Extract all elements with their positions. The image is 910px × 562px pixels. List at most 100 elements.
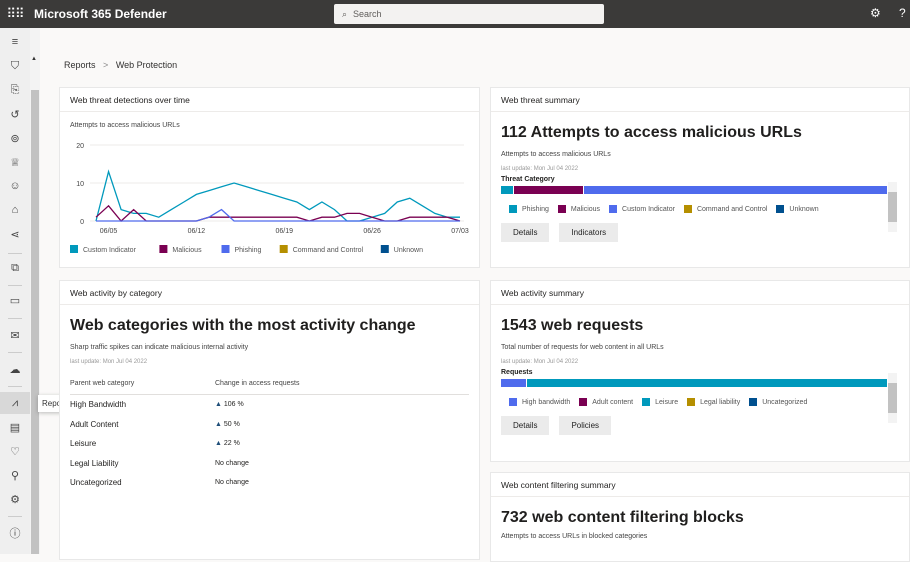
- policies-button[interactable]: Policies: [559, 416, 612, 435]
- sidebar-divider: [8, 516, 22, 517]
- audit-icon[interactable]: ▤: [9, 421, 21, 434]
- y-tick-label: 0: [80, 219, 84, 226]
- permissions-icon[interactable]: ⚲: [10, 469, 20, 482]
- table-row[interactable]: Adult Content ▲ 50 %: [70, 415, 469, 435]
- series-line-custom-indicator: [95, 169, 460, 222]
- threat-stacked-bar: [501, 186, 887, 194]
- table-row[interactable]: Uncategorized No change: [70, 473, 469, 493]
- hunting-icon[interactable]: ⎘: [10, 83, 20, 96]
- settings-icon[interactable]: ⚙: [10, 493, 20, 506]
- card-title: Web threat detections over time: [60, 88, 479, 112]
- series-line-phishing: [96, 208, 460, 222]
- legend-swatch: [159, 245, 168, 253]
- action-center-icon[interactable]: ↺: [10, 108, 20, 121]
- bar-segment-high-bandwidth[interactable]: [501, 379, 527, 387]
- legend-label: Unknown: [789, 205, 819, 213]
- x-tick-label: 07/03: [451, 228, 469, 235]
- legend-swatch: [70, 245, 78, 253]
- legend-label: Unknown: [394, 247, 423, 254]
- gear-icon[interactable]: ⚙: [870, 6, 881, 20]
- legend-item[interactable]: Custom Indicator: [609, 205, 675, 213]
- sidebar-divider: [8, 386, 22, 387]
- legend-swatch: [557, 205, 566, 213]
- bar-label: Requests: [501, 369, 533, 376]
- incidents-shield-icon[interactable]: ⛉: [10, 59, 20, 72]
- x-tick-label: 06/19: [276, 228, 294, 235]
- search-input[interactable]: ⌕ Search: [334, 4, 604, 24]
- legend-item[interactable]: Uncategorized: [749, 398, 807, 406]
- change-value: ▲ 50 %: [215, 420, 240, 428]
- bar-segment-phishing[interactable]: [501, 186, 513, 194]
- indicators-button[interactable]: Indicators: [559, 223, 619, 242]
- legend-item[interactable]: Legal liability: [687, 398, 740, 406]
- change-value: No change: [215, 479, 249, 487]
- y-tick-label: 10: [76, 181, 84, 188]
- bar-segment-leisure[interactable]: [527, 379, 887, 387]
- secure-score-icon[interactable]: ♕: [10, 156, 20, 169]
- legend-swatch: [221, 245, 230, 253]
- legend-item[interactable]: Adult content: [579, 398, 633, 406]
- legend-item[interactable]: Command and Control: [683, 205, 767, 213]
- legend-swatch: [609, 205, 618, 213]
- filtering-headline: 732 web content filtering blocks: [501, 509, 744, 526]
- table-row[interactable]: Legal Liability No change: [70, 454, 469, 474]
- table-header: Parent web category Change in access req…: [70, 373, 469, 395]
- legend-label: Custom Indicator: [83, 247, 137, 254]
- activity-subtitle: Total number of requests for web content…: [501, 344, 664, 351]
- legend-item[interactable]: Phishing: [509, 205, 549, 213]
- legend-item[interactable]: High bandwidth: [509, 398, 570, 406]
- learning-hub-icon[interactable]: ☺: [9, 180, 21, 192]
- waffle-icon[interactable]: ⠿⠿: [6, 6, 24, 21]
- card-title: Web threat summary: [491, 88, 909, 112]
- cloud-apps-icon[interactable]: ☁: [9, 363, 21, 376]
- legend-swatch: [509, 398, 517, 406]
- endpoints-icon[interactable]: ▭: [9, 294, 21, 307]
- activity-legend: High bandwidth Adult content Leisure Legal …: [509, 398, 909, 406]
- table-row[interactable]: High Bandwidth ▲ 106 %: [70, 395, 469, 415]
- category-name: Uncategorized: [70, 478, 122, 488]
- help-icon[interactable]: ?: [899, 6, 906, 20]
- legend-swatch: [683, 205, 692, 213]
- category-name: Leisure: [70, 439, 97, 449]
- category-headline: Web categories with the most activity ch…: [70, 317, 416, 334]
- bar-segment-custom-indicator[interactable]: [583, 186, 887, 194]
- legend-scrollbar[interactable]: [888, 182, 897, 232]
- breadcrumb-reports[interactable]: Reports: [64, 60, 96, 70]
- legend-item[interactable]: Malicious: [557, 205, 600, 213]
- category-name: High Bandwidth: [70, 400, 127, 410]
- page-scrollbar[interactable]: ▲: [30, 28, 40, 554]
- partner-icon[interactable]: ⋖: [10, 228, 20, 241]
- x-tick-label: 06/05: [100, 228, 118, 235]
- legend-swatch: [687, 398, 696, 406]
- last-update: last update: Mon Jul 04 2022: [70, 359, 148, 365]
- legend-label: Command and Control: [293, 247, 364, 254]
- column-header: Change in access requests: [215, 380, 300, 387]
- email-icon[interactable]: ✉: [10, 329, 20, 342]
- legend-item[interactable]: Unknown: [776, 205, 819, 213]
- category-name: Legal Liability: [70, 458, 119, 468]
- card-title: Web content filtering summary: [491, 473, 909, 497]
- legend-swatch: [642, 398, 651, 406]
- card-title: Web activity by category: [60, 281, 479, 305]
- menu-icon[interactable]: ≡: [11, 36, 19, 48]
- top-bar: ⠿⠿ Microsoft 365 Defender ⌕ Search ⚙ ?: [0, 0, 910, 28]
- details-button[interactable]: Details: [501, 223, 550, 242]
- assets-icon[interactable]: ⧉: [11, 261, 19, 274]
- threat-headline: 112 Attempts to access malicious URLs: [501, 124, 802, 141]
- legend-label: Phishing: [235, 247, 262, 254]
- trials-icon[interactable]: ⌂: [11, 204, 19, 216]
- health-icon[interactable]: ♡: [10, 445, 20, 458]
- table-row[interactable]: Leisure ▲ 22 %: [70, 434, 469, 454]
- legend-scrollbar[interactable]: [888, 373, 897, 423]
- reports-icon[interactable]: ⩘: [0, 392, 30, 414]
- arrow-up-icon: ▲: [215, 401, 224, 409]
- bar-segment-malicious[interactable]: [513, 186, 583, 194]
- info-icon[interactable]: ⓘ: [9, 528, 21, 540]
- threat-summary-card: Web threat summary 112 Attempts to acces…: [490, 87, 910, 268]
- filtering-subtitle: Attempts to access URLs in blocked categ…: [501, 533, 648, 540]
- threat-analytics-icon[interactable]: ⊚: [10, 132, 20, 145]
- legend-item[interactable]: Leisure: [642, 398, 678, 406]
- legend-label: Adult content: [592, 398, 634, 406]
- details-button[interactable]: Details: [501, 416, 550, 435]
- arrow-up-icon: ▲: [215, 420, 224, 428]
